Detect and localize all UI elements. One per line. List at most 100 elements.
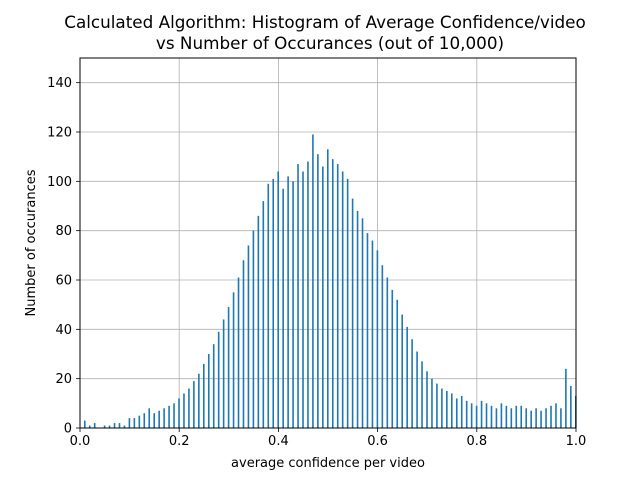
histogram-bar [327,149,329,428]
x-tick-label: 0.2 [169,434,190,449]
histogram-bar [535,408,537,428]
histogram-bar [143,413,146,428]
histogram-bar [475,405,478,428]
histogram-bar [153,413,155,428]
x-tick-label: 0.4 [268,434,289,449]
histogram-bar [173,403,175,428]
y-tick-label: 0 [64,422,72,437]
y-tick-label: 80 [55,224,72,239]
y-axis-label: Number of occurances [24,169,39,316]
histogram-bar [500,403,503,428]
histogram-bar [287,176,289,428]
histogram-bar [431,378,433,428]
histogram-bar [530,410,532,428]
histogram-bar [188,388,190,428]
histogram-bar [366,233,369,428]
histogram-bar [510,408,513,428]
histogram-bar [441,388,443,428]
histogram-bar [93,423,96,428]
histogram-bar [331,159,334,428]
histogram-bar [570,386,572,428]
histogram-bar [302,171,304,428]
histogram-bar [212,344,215,428]
chart-title-line-2: vs Number of Occurances (out of 10,000) [156,33,504,53]
histogram-bar [391,289,394,428]
histogram-bar [485,403,488,428]
x-axis-label: average confidence per video [231,456,425,471]
histogram-bar [560,408,562,428]
histogram-bar [103,425,106,428]
histogram-bar [262,201,265,428]
histogram-bar [356,210,359,428]
histogram-bar [346,178,349,428]
histogram-bar [341,171,344,428]
histogram-bar [163,408,165,428]
histogram-bar [520,405,523,428]
histogram-bar [555,403,557,428]
histogram-bar [158,410,160,428]
histogram-bar [460,395,463,428]
histogram-bar [257,215,260,428]
histogram-bar [148,408,151,428]
histogram-bar [465,400,468,428]
histogram-bar [470,403,473,428]
histogram-bar [237,277,240,428]
histogram-bar [267,183,270,428]
histogram-bar [416,351,418,428]
x-tick-label: 0.0 [70,434,91,449]
histogram-bar [138,415,141,428]
histogram-bar [361,218,364,428]
x-tick-label: 0.8 [466,434,487,449]
y-tick-label: 20 [55,372,72,387]
histogram-bar [406,326,408,428]
histogram-bar [480,400,483,428]
histogram-bar [505,405,508,428]
histogram-bar [495,408,498,428]
histogram-bar [217,331,220,428]
histogram-bar [381,265,384,428]
y-tick-label: 60 [55,274,72,289]
histogram-bar [88,425,91,428]
histogram-bar [207,354,210,428]
histogram-bar [277,171,279,428]
histogram-bar [322,166,324,429]
y-tick-label: 120 [47,126,72,141]
histogram-bar [128,418,131,428]
histogram-bar [252,230,255,428]
histogram-bar [108,425,111,428]
histogram-bar [247,245,250,428]
y-tick-label: 140 [47,76,72,91]
histogram-bars [83,134,577,429]
histogram-bar [307,161,309,428]
histogram-bar [421,361,423,428]
histogram-bar [113,423,116,428]
histogram-bar [227,307,230,428]
histogram-bar [336,164,339,429]
histogram-bar [292,181,294,428]
histogram-bar [297,164,299,429]
histogram-bar [376,250,379,428]
histogram-bar [312,134,314,428]
histogram-bar [565,368,567,428]
histogram-bar [550,405,552,428]
histogram-bar [351,198,354,428]
histogram-bar [545,408,547,428]
histogram-bar [198,373,200,428]
histogram-bar [401,314,403,428]
x-axis-ticks: 0.0 0.2 0.4 0.6 0.8 1.0 [70,428,586,449]
histogram-bar [222,319,225,428]
histogram-bar [436,383,438,428]
histogram-bar [396,299,399,428]
y-tick-label: 100 [47,175,72,190]
histogram-bar [272,178,275,428]
histogram-bar [232,292,235,428]
histogram-bar [282,188,284,428]
histogram-bar [168,405,170,428]
histogram-bar [193,381,195,428]
histogram-bar [540,410,542,428]
histogram-bar [242,260,245,428]
histogram-bar [183,393,185,428]
histogram-bar [446,391,448,428]
histogram-bar [451,393,453,428]
